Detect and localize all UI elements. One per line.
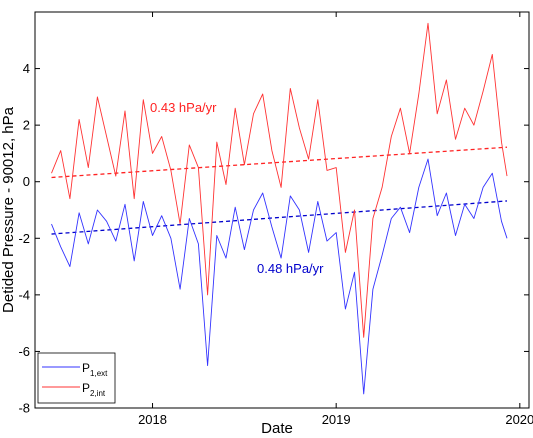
y-tick-label-2: 2 xyxy=(23,118,30,133)
y-tick-label--8: -8 xyxy=(18,401,30,416)
legend-label-p1: P1,ext xyxy=(82,361,108,378)
plot-area xyxy=(34,11,530,409)
legend-label-p1-base: P xyxy=(82,361,90,375)
y-tick-label--4: -4 xyxy=(18,287,30,302)
series-line-p1 xyxy=(51,158,508,395)
legend-box xyxy=(37,352,116,404)
legend: P1,ext P2,int xyxy=(37,352,116,404)
legend-label-p1-sub: 1,ext xyxy=(90,369,108,378)
annotation-p2-rate: 0.43 hPa/yr xyxy=(150,100,217,115)
legend-label-p2: P2,int xyxy=(82,381,106,398)
legend-label-p2-sub: 2,int xyxy=(90,389,106,398)
y-axis: -8 -6 -4 -2 0 2 4 xyxy=(18,61,529,416)
x-axis: 2018 2019 2020 xyxy=(138,12,533,427)
legend-label-p2-base: P xyxy=(82,381,90,395)
trend-line-p1_trend xyxy=(51,200,508,235)
y-tick-label-4: 4 xyxy=(23,61,30,76)
annotation-p1-rate: 0.48 hPa/yr xyxy=(257,261,324,276)
series-line-p2 xyxy=(51,22,508,338)
y-tick-label--2: -2 xyxy=(18,231,30,246)
trend-line-p2_trend xyxy=(51,146,508,179)
x-tick-label-2019: 2019 xyxy=(322,412,351,427)
y-axis-title: Detided Pressure - 90012, hPa xyxy=(0,106,17,313)
x-tick-label-2018: 2018 xyxy=(138,412,167,427)
y-tick-label-0: 0 xyxy=(23,174,30,189)
x-axis-title: Date xyxy=(261,420,293,437)
series-lines xyxy=(51,22,508,395)
x-tick-label-2020: 2020 xyxy=(505,412,533,427)
y-tick-label--6: -6 xyxy=(18,344,30,359)
trend-lines xyxy=(51,146,508,235)
